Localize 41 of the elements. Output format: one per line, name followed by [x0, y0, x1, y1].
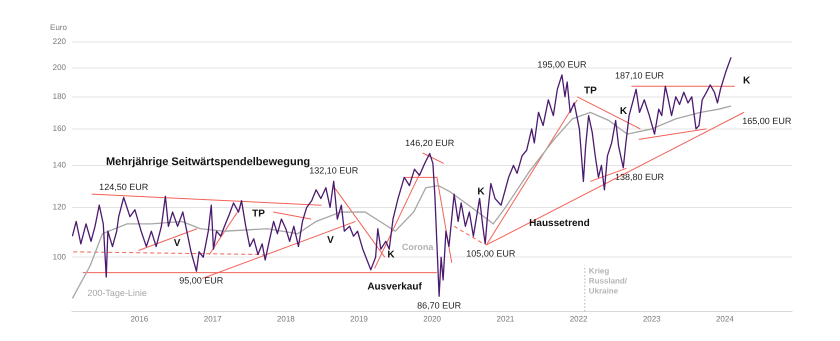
annotation: 146,20 EUR	[405, 138, 455, 148]
y-tick-label: 200	[52, 63, 67, 72]
annotation: 165,00 EUR	[742, 116, 792, 126]
annotation: V	[327, 235, 334, 246]
annotation: 124,50 EUR	[99, 182, 149, 192]
y-tick-label: 140	[52, 160, 67, 170]
x-tick-label: 2019	[350, 314, 368, 324]
annotation: 95,00 EUR	[179, 276, 224, 286]
y-tick-label: 180	[52, 92, 67, 101]
annotation: 132,10 EUR	[309, 166, 359, 176]
annotation: Haussetrend	[529, 218, 590, 229]
annotation: 105,00 EUR	[466, 248, 516, 258]
annotation: 86,70 EUR	[417, 300, 462, 311]
annotation: 187,10 EUR	[614, 70, 665, 81]
x-tick-label: 2017	[204, 314, 222, 324]
series-label: 200-Tage-Linie	[87, 288, 147, 298]
y-tick-label: 120	[52, 202, 67, 212]
ref-line-label: Krieg Russland/ Ukraine	[588, 266, 628, 296]
x-tick-label: 2022	[570, 314, 588, 324]
x-tick-label: 2021	[496, 314, 515, 324]
annotation: 138,80 EUR	[614, 172, 665, 182]
annotation: K	[743, 75, 752, 86]
annotation: Corona	[402, 242, 434, 252]
x-tick-label: 2016	[130, 314, 149, 324]
annotation: K	[620, 106, 628, 117]
y-tick-label: 100	[52, 252, 67, 262]
annotation: Mehrjährige Seitwärtspendelbewegung	[106, 156, 310, 168]
x-tick-label: 2023	[642, 314, 662, 324]
x-tick-label: 2020	[423, 314, 442, 324]
y-axis-title: Euro	[50, 23, 68, 32]
annotation: K	[477, 186, 486, 198]
annotation: K	[387, 249, 396, 260]
annotation: TP	[584, 86, 598, 97]
annotation: Ausverkauf	[367, 282, 422, 293]
annotation: V	[174, 238, 181, 249]
y-tick-label: 220	[52, 37, 67, 46]
annotation: 195,00 EUR	[537, 59, 587, 70]
y-tick-label: 160	[52, 124, 67, 134]
x-tick-label: 2018	[276, 314, 296, 324]
x-tick-label: 2024	[716, 314, 734, 324]
annotation: TP	[252, 208, 266, 220]
